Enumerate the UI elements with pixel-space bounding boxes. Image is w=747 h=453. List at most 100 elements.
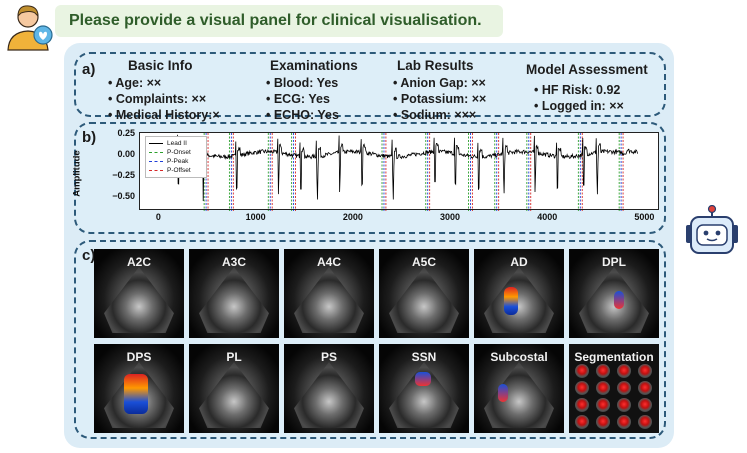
lead-ii-trace <box>176 134 638 202</box>
echo-view-pl[interactable]: PL <box>189 344 279 433</box>
x-tick-label: 3000 <box>440 212 461 222</box>
panel-c-label: c) <box>82 247 96 264</box>
ultrasound-fan <box>199 267 269 333</box>
legend-entry: P-Offset <box>149 166 203 175</box>
model-assessment-column: Model Assessment • HF Risk: 0.92 • Logge… <box>526 62 648 114</box>
user-avatar-icon <box>7 5 53 51</box>
segmentation-cell <box>638 381 652 395</box>
doppler-flow <box>415 372 431 386</box>
segmentation-cell <box>638 364 652 378</box>
ultrasound-fan <box>294 267 364 333</box>
echo-view-subcostal[interactable]: Subcostal <box>474 344 564 433</box>
lab-results-title: Lab Results <box>397 58 474 73</box>
examinations-item: • ECG: Yes <box>266 92 330 106</box>
echo-view-label: AD <box>510 255 528 269</box>
panel-a-label: a) <box>82 61 96 78</box>
echo-view-a3c[interactable]: A3C <box>189 249 279 338</box>
echo-view-label: PL <box>226 350 242 364</box>
ultrasound-fan <box>389 267 459 333</box>
legend-label: P-Peak <box>167 158 189 165</box>
model-assessment-item: • HF Risk: 0.92 <box>534 83 621 97</box>
echo-view-ad[interactable]: AD <box>474 249 564 338</box>
y-axis-label: Amplitude <box>71 150 83 197</box>
echo-view-label: A3C <box>221 255 246 269</box>
examinations-title: Examinations <box>270 58 358 73</box>
doppler-flow <box>504 287 518 315</box>
segmentation-cell <box>596 381 610 395</box>
segmentation-cell <box>596 364 610 378</box>
segmentation-cell <box>575 415 589 429</box>
x-tick-label: 5000 <box>634 212 655 222</box>
echo-view-label: PS <box>320 350 337 364</box>
basic-info-item: • Medical History:× <box>108 108 220 122</box>
x-tick-label: 0 <box>155 212 161 222</box>
ultrasound-fan <box>294 362 364 428</box>
prompt-text: Please provide a visual panel for clinic… <box>69 12 482 29</box>
lab-results-item: • Anion Gap: ×× <box>393 76 486 90</box>
legend-entry: Lead II <box>149 139 203 148</box>
echo-view-segmentation[interactable]: Segmentation <box>569 344 659 433</box>
echo-view-label: DPL <box>602 255 626 269</box>
ultrasound-fan <box>199 362 269 428</box>
basic-info-item: • Complaints: ×× <box>108 92 207 106</box>
y-tick-label: 0.00 <box>117 148 135 159</box>
echo-view-label: SSN <box>411 350 437 364</box>
ecg-chart: Lead II P-Onset P-Peak P-Offset <box>139 132 659 211</box>
echo-view-a4c[interactable]: A4C <box>284 249 374 338</box>
legend-entry: P-Onset <box>149 148 203 157</box>
echo-view-label: Subcostal <box>490 350 548 364</box>
examinations-column: Examinations • Blood: Yes • ECG: Yes • E… <box>266 58 358 123</box>
x-tick-label: 4000 <box>537 212 558 222</box>
y-tick-label: −0.50 <box>112 191 135 202</box>
echo-view-ps[interactable]: PS <box>284 344 374 433</box>
segmentation-cell <box>638 415 652 429</box>
assistant-robot-icon <box>686 205 738 254</box>
prompt-bubble: Please provide a visual panel for clinic… <box>55 5 503 37</box>
segmentation-cell <box>596 415 610 429</box>
basic-info-column: Basic Info • Age: ×× • Complaints: ×× • … <box>108 58 220 123</box>
echo-view-a5c[interactable]: A5C <box>379 249 469 338</box>
ecg-plot-area <box>176 133 638 211</box>
model-assessment-title: Model Assessment <box>526 62 648 77</box>
ultrasound-fan <box>104 267 174 333</box>
echo-view-label: DPS <box>126 350 152 364</box>
legend-label: Lead II <box>167 140 187 147</box>
echo-view-label: Segmentation <box>574 350 654 364</box>
echo-view-dpl[interactable]: DPL <box>569 249 659 338</box>
echo-view-a2c[interactable]: A2C <box>94 249 184 338</box>
examinations-item: • Blood: Yes <box>266 76 339 90</box>
segmentation-cell <box>638 398 652 412</box>
ultrasound-fan <box>484 362 554 428</box>
segmentation-cell <box>575 364 589 378</box>
examinations-item: • ECHO: Yes <box>266 108 339 122</box>
echo-view-dps[interactable]: DPS <box>94 344 184 433</box>
basic-info-item: • Age: ×× <box>108 76 162 90</box>
info-panel: a) Basic Info • Age: ×× • Complaints: ××… <box>74 52 666 122</box>
doppler-flow <box>498 384 508 402</box>
ecg-panel: b) Amplitude 0.25 0.00 −0.25 −0.50 Lead II … <box>71 122 666 234</box>
segmentation-cell <box>575 381 589 395</box>
doppler-flow <box>614 291 624 309</box>
model-assessment-item: • Logged in: ×× <box>534 99 624 113</box>
segmentation-cell <box>617 364 631 378</box>
segmentation-cell <box>617 415 631 429</box>
segmentation-cell <box>617 381 631 395</box>
segmentation-cell <box>596 398 610 412</box>
x-tick-label: 2000 <box>342 212 363 222</box>
echo-view-ssn[interactable]: SSN <box>379 344 469 433</box>
legend-label: P-Onset <box>167 149 191 156</box>
segmentation-cell <box>617 398 631 412</box>
echo-view-label: A5C <box>411 255 436 269</box>
lab-results-item: • Potassium: ×× <box>393 92 487 106</box>
echo-view-label: A2C <box>126 255 151 269</box>
legend-entry: P-Peak <box>149 157 203 166</box>
lab-results-item: • Sodium: ××× <box>393 108 477 122</box>
echo-view-label: A4C <box>316 255 341 269</box>
segmentation-cell <box>575 398 589 412</box>
clinical-panel: a) Basic Info • Age: ×× • Complaints: ××… <box>64 43 674 448</box>
echo-panel: c) A2C A3C A4C A5C AD <box>74 240 666 439</box>
ultrasound-fan <box>484 267 554 333</box>
lab-results-column: Lab Results • Anion Gap: ×× • Potassium:… <box>393 58 486 123</box>
x-tick-label: 1000 <box>245 212 266 222</box>
doppler-flow <box>124 374 148 414</box>
